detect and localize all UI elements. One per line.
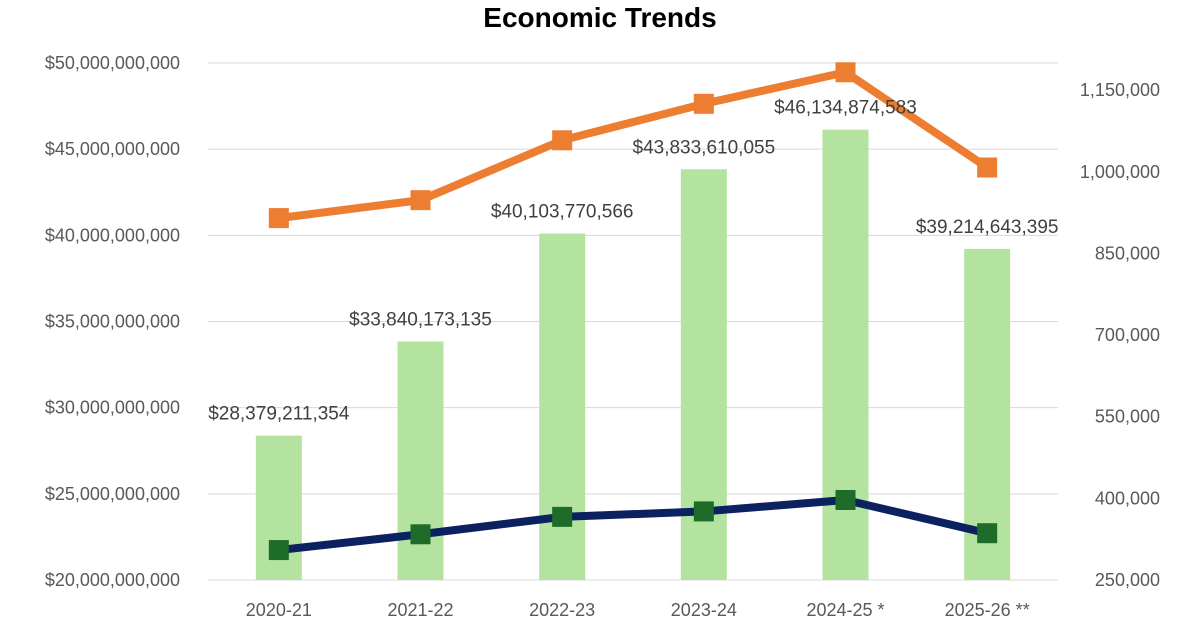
y-tick-label: $30,000,000,000 <box>45 398 180 418</box>
orange-line-marker <box>835 62 856 83</box>
bar <box>539 233 586 580</box>
bar-data-label: $28,379,211,354 <box>208 404 350 425</box>
y-tick-label: $40,000,000,000 <box>45 225 180 245</box>
navy-line-marker <box>410 524 431 545</box>
navy-line-marker <box>693 501 714 522</box>
orange-line-marker <box>552 130 573 151</box>
y2-tick-label: 850,000 <box>1095 243 1160 263</box>
navy-line <box>278 496 989 555</box>
orange-line-marker <box>977 157 998 178</box>
y-tick-label: $20,000,000,000 <box>45 570 180 590</box>
y2-tick-label: 550,000 <box>1095 407 1160 427</box>
y-tick-label: $25,000,000,000 <box>45 484 180 504</box>
bar-data-label: $39,214,643,395 <box>916 217 1059 238</box>
bar-data-label: $33,840,173,135 <box>349 309 492 330</box>
orange-line-marker <box>410 190 431 211</box>
lines <box>268 62 998 561</box>
x-tick-label: 2020-21 <box>246 600 312 620</box>
x-tick-label: 2022-23 <box>529 600 595 620</box>
x-tick-label: 2025-26 ** <box>945 600 1030 620</box>
x-tick-label: 2023-24 <box>671 600 737 620</box>
y-tick-label: $45,000,000,000 <box>45 139 180 159</box>
bar <box>822 129 869 580</box>
y-tick-label: $50,000,000,000 <box>45 53 180 73</box>
y-tick-label: $35,000,000,000 <box>45 312 180 332</box>
orange-line-marker <box>268 208 289 229</box>
y2-tick-label: 1,000,000 <box>1080 162 1160 182</box>
navy-line-marker <box>835 490 856 511</box>
y2-tick-label: 250,000 <box>1095 570 1160 590</box>
bar-data-label: $46,134,874,583 <box>774 98 917 119</box>
x-tick-label: 2021-22 <box>387 600 453 620</box>
x-tick-label: 2024-25 * <box>806 600 884 620</box>
bar-data-label: $40,103,770,566 <box>491 202 634 223</box>
navy-line-marker <box>552 506 573 527</box>
chart-title: Economic Trends <box>483 2 716 33</box>
orange-line-marker <box>693 93 714 114</box>
navy-line-marker <box>977 523 998 544</box>
bar-data-label: $43,833,610,055 <box>633 137 776 158</box>
y2-tick-label: 1,150,000 <box>1080 80 1160 100</box>
navy-line-marker <box>268 540 289 561</box>
orange-line <box>278 68 990 223</box>
data-labels: $28,379,211,354 $33,840,173,135 $40,103,77… <box>208 98 1058 425</box>
y2-tick-label: 700,000 <box>1095 325 1160 345</box>
y2-tick-label: 400,000 <box>1095 488 1160 508</box>
axes: $20,000,000,000 $25,000,000,000 $30,000,00… <box>45 53 1160 620</box>
gridlines <box>208 62 1058 581</box>
